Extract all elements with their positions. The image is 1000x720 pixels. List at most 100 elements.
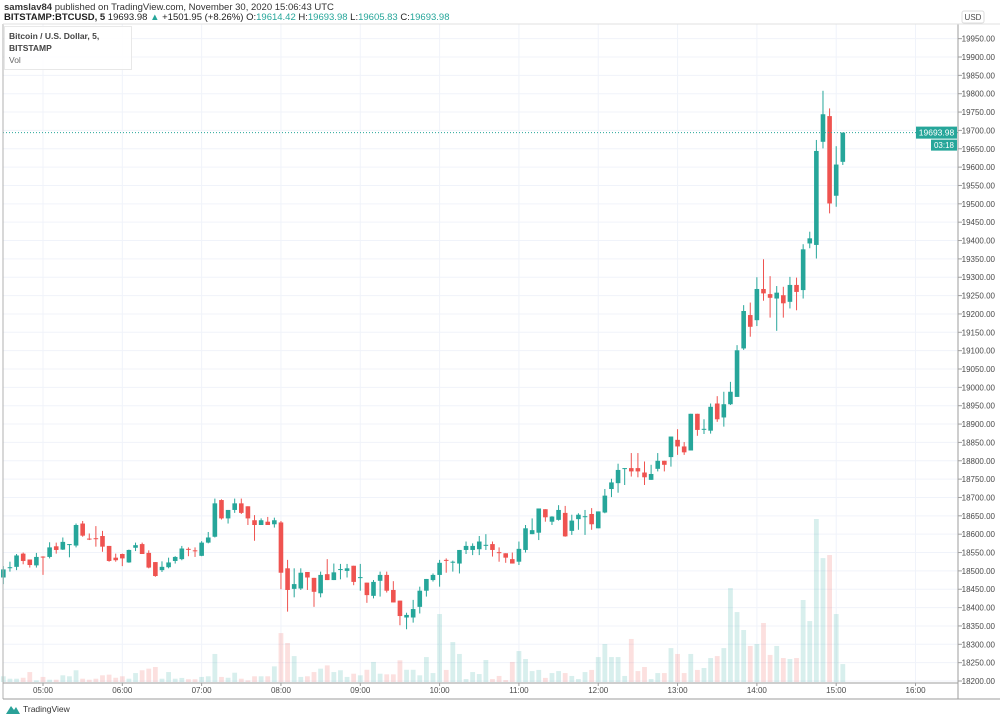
candle (47, 542, 52, 559)
volume-bar (139, 670, 145, 682)
candle-body (523, 528, 528, 550)
candle-body (338, 569, 343, 571)
volume-bar (80, 678, 86, 682)
candle-body (377, 574, 383, 581)
x-tick-label: 08:00 (271, 686, 292, 695)
grid (3, 24, 958, 683)
candle (582, 509, 588, 535)
candle (635, 453, 641, 478)
volume-bar (126, 678, 132, 682)
y-tick-label: 18850.00 (962, 438, 996, 447)
candle-body (153, 562, 158, 577)
y-tick-label: 18400.00 (962, 604, 996, 613)
candle-body (562, 512, 568, 537)
volume-bar (430, 673, 436, 682)
author-name[interactable]: samslav84 (4, 2, 53, 13)
volume-bar (331, 672, 337, 682)
candle-body (457, 549, 462, 564)
candle (840, 132, 846, 165)
volume-bar (86, 679, 92, 682)
candle-body (556, 509, 561, 520)
volume-bar (688, 653, 694, 682)
time-axis[interactable]: 05:00 06:00 07:00 08:00 09:00 10:00 11:00 12:00… (33, 683, 926, 695)
candle-body (199, 542, 204, 556)
volume-bar (377, 673, 383, 682)
candle-body (675, 439, 680, 447)
close-label: C: (400, 12, 410, 23)
volume-bar (787, 659, 793, 682)
volume-bar (833, 614, 839, 682)
candle-body (516, 548, 522, 562)
candle (668, 436, 674, 467)
volume-bar (813, 519, 819, 682)
candle (496, 547, 502, 562)
volume-bar (490, 679, 495, 682)
candle-body (701, 428, 707, 430)
candle-body (589, 513, 594, 525)
candle (120, 553, 125, 567)
volume-bar (681, 673, 687, 682)
candle (609, 478, 614, 498)
candle (562, 505, 568, 537)
candle-body (40, 556, 46, 558)
candle (53, 542, 59, 554)
y-tick-label: 19800.00 (962, 90, 996, 99)
candle (463, 541, 469, 554)
high-label: H: (298, 12, 308, 23)
candle (391, 581, 396, 603)
candle (457, 549, 462, 574)
candle (814, 139, 819, 259)
candle-body (53, 546, 59, 550)
volume-bar (67, 676, 72, 682)
candle (510, 552, 515, 564)
volume-bar (106, 674, 112, 682)
volume-bar (761, 622, 766, 682)
low-label: L: (350, 12, 359, 23)
high-value: 19693.98 (307, 12, 348, 23)
volume-bar (529, 671, 535, 682)
price-axis[interactable]: 18200.00 18250.00 18300.00 18350.00 18400.00… (958, 35, 996, 686)
candle-body (331, 572, 337, 581)
volume-bar (186, 679, 191, 682)
volume-bar (40, 676, 46, 682)
x-tick-label: 07:00 (192, 686, 213, 695)
candle-body (424, 578, 429, 591)
candle-body (73, 525, 79, 546)
candle (642, 461, 647, 485)
candle (166, 557, 171, 569)
volume-bar (675, 653, 680, 682)
y-tick-label: 18750.00 (962, 475, 996, 484)
candle-body (470, 545, 475, 550)
y-tick-label: 18700.00 (962, 493, 996, 502)
candle-body (232, 503, 237, 510)
volume-bar (503, 680, 509, 682)
brand-text: TradingView (23, 704, 70, 714)
candle (615, 463, 621, 493)
candle (820, 90, 826, 149)
candle (503, 553, 508, 563)
candle-body (252, 520, 257, 526)
candle-body (609, 482, 614, 490)
y-tick-label: 19300.00 (962, 273, 996, 282)
candle (701, 419, 707, 434)
candle (318, 571, 323, 598)
candle-body (344, 568, 350, 571)
tradingview-logo[interactable]: TradingView (6, 704, 70, 714)
y-tick-label: 19950.00 (962, 35, 996, 44)
x-tick-label: 09:00 (350, 686, 371, 695)
candle-body (186, 548, 191, 550)
volume-bar (470, 672, 476, 682)
volume-bar (351, 673, 357, 682)
candle (239, 498, 244, 514)
candle-body (569, 520, 575, 531)
candle-body (106, 545, 112, 561)
candle-body (695, 413, 700, 430)
candle (767, 276, 773, 318)
candle-body (404, 614, 409, 618)
volume-bar (536, 669, 542, 682)
volume-bar (516, 651, 522, 682)
candle (602, 489, 608, 514)
candle-body (681, 446, 687, 453)
candle (86, 533, 92, 541)
